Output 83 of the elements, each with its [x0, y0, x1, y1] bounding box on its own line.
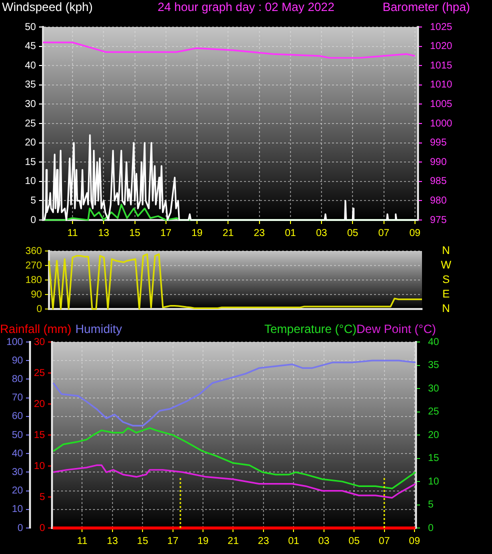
x-tick-label: 07: [378, 228, 390, 239]
x-tick-label: 07: [378, 536, 390, 547]
y-tick-label: 50: [24, 22, 36, 33]
y-tick-label: 10: [12, 504, 24, 516]
y2-tick-label: 980: [430, 195, 448, 206]
y-tick-label: 5: [30, 195, 36, 206]
y-tick-label: 180: [25, 274, 42, 286]
x-tick-label: 09: [409, 228, 421, 239]
x-tick-label: 17: [160, 228, 172, 239]
y2-tick-label: 40: [428, 336, 440, 348]
x-tick-label: 19: [197, 536, 210, 547]
y2-tick-label: 1000: [430, 118, 453, 130]
x-tick-label: 19: [191, 228, 204, 239]
y2-tick-label: 1010: [430, 80, 453, 91]
text: Rainfall (mm): [0, 322, 72, 336]
x-tick-label: 15: [129, 228, 141, 239]
y-axis-title: Windspeed (kph): [2, 0, 93, 14]
y2-tick-label: 15: [428, 453, 440, 464]
y-tick-label: 45: [24, 41, 36, 52]
y2-tick-label: 995: [430, 138, 448, 149]
y-tick-label: 40: [24, 60, 36, 72]
y-tick-label: 0: [30, 214, 36, 226]
y2-tick-label: 35: [428, 360, 440, 371]
y-tick-label: 270: [25, 260, 42, 272]
y2-tick-label: 1025: [430, 22, 453, 33]
y-tick-label: 60: [12, 411, 24, 422]
text: N: [442, 245, 450, 258]
text: E: [442, 288, 450, 301]
y2-tick-label: 25: [428, 406, 440, 418]
y2-tick-label: 975: [430, 214, 448, 226]
y-tick-label: 40: [12, 448, 24, 460]
y2-tick-label: 30: [428, 383, 440, 394]
x-tick-label: 21: [228, 536, 240, 547]
text: Humidity: [75, 322, 122, 336]
y2-tick-label: 10: [428, 476, 440, 488]
y2-axis-title: Barometer (hpa): [382, 0, 470, 14]
x-tick-label: 05: [347, 228, 359, 239]
x-tick-label: 17: [167, 536, 179, 547]
text: S: [442, 274, 450, 286]
y-tick-label: 0: [36, 304, 42, 315]
y-tick-label: 90: [12, 355, 24, 366]
y2-tick-label: 990: [430, 156, 448, 168]
y-tick-label: 360: [25, 246, 42, 257]
y2-tick-label: 1015: [430, 60, 453, 72]
y-tick-label: 20: [24, 138, 36, 149]
x-tick-label: 23: [254, 228, 266, 239]
x-tick-label: 03: [318, 536, 330, 547]
x-tick-label: 11: [67, 228, 78, 239]
x-tick-label: 09: [408, 536, 420, 547]
y-tick-label: 25: [24, 118, 36, 130]
y-tick-label: 80: [12, 374, 24, 385]
x-tick-label: 11: [77, 536, 88, 547]
x-tick-label: 01: [288, 536, 300, 547]
y-tick-label: 0: [17, 522, 24, 534]
y-tick-label: 15: [24, 156, 36, 168]
x-tick-label: 13: [98, 228, 110, 239]
y-tick-label: 30: [12, 466, 24, 478]
x-tick-label: 21: [222, 228, 234, 239]
y2-tick-label: 1020: [430, 41, 453, 52]
text: Temperature (°C): [264, 322, 357, 336]
text: W: [440, 260, 452, 272]
y-tick-label: 10: [24, 176, 36, 188]
y-tick-label: 20: [12, 486, 24, 497]
x-tick-label: 03: [316, 228, 328, 239]
y2-tick-label: 5: [428, 500, 434, 510]
x-tick-label: 13: [106, 536, 118, 547]
y-tick-label: 70: [12, 392, 24, 404]
y2-tick-label: 985: [430, 176, 448, 188]
y-tick-label: 50: [12, 430, 24, 441]
y-tick-label: 30: [24, 98, 36, 110]
text: Dew Point (°C): [356, 322, 436, 336]
y-tick-label: 90: [30, 289, 42, 300]
y2-tick-label: 1005: [430, 98, 453, 110]
y2-tick-label: 20: [428, 430, 440, 441]
y2-tick-label: 0: [428, 522, 434, 534]
y-tick-label: 100: [6, 336, 24, 348]
x-tick-label: 01: [284, 228, 296, 239]
y-tick-label: 35: [24, 80, 36, 91]
chart-title: 24 hour graph day : 02 May 2022: [158, 0, 334, 14]
text: N: [442, 303, 450, 316]
x-tick-label: 23: [258, 536, 270, 547]
x-tick-label: 05: [348, 536, 360, 547]
x-tick-label: 15: [137, 536, 149, 547]
